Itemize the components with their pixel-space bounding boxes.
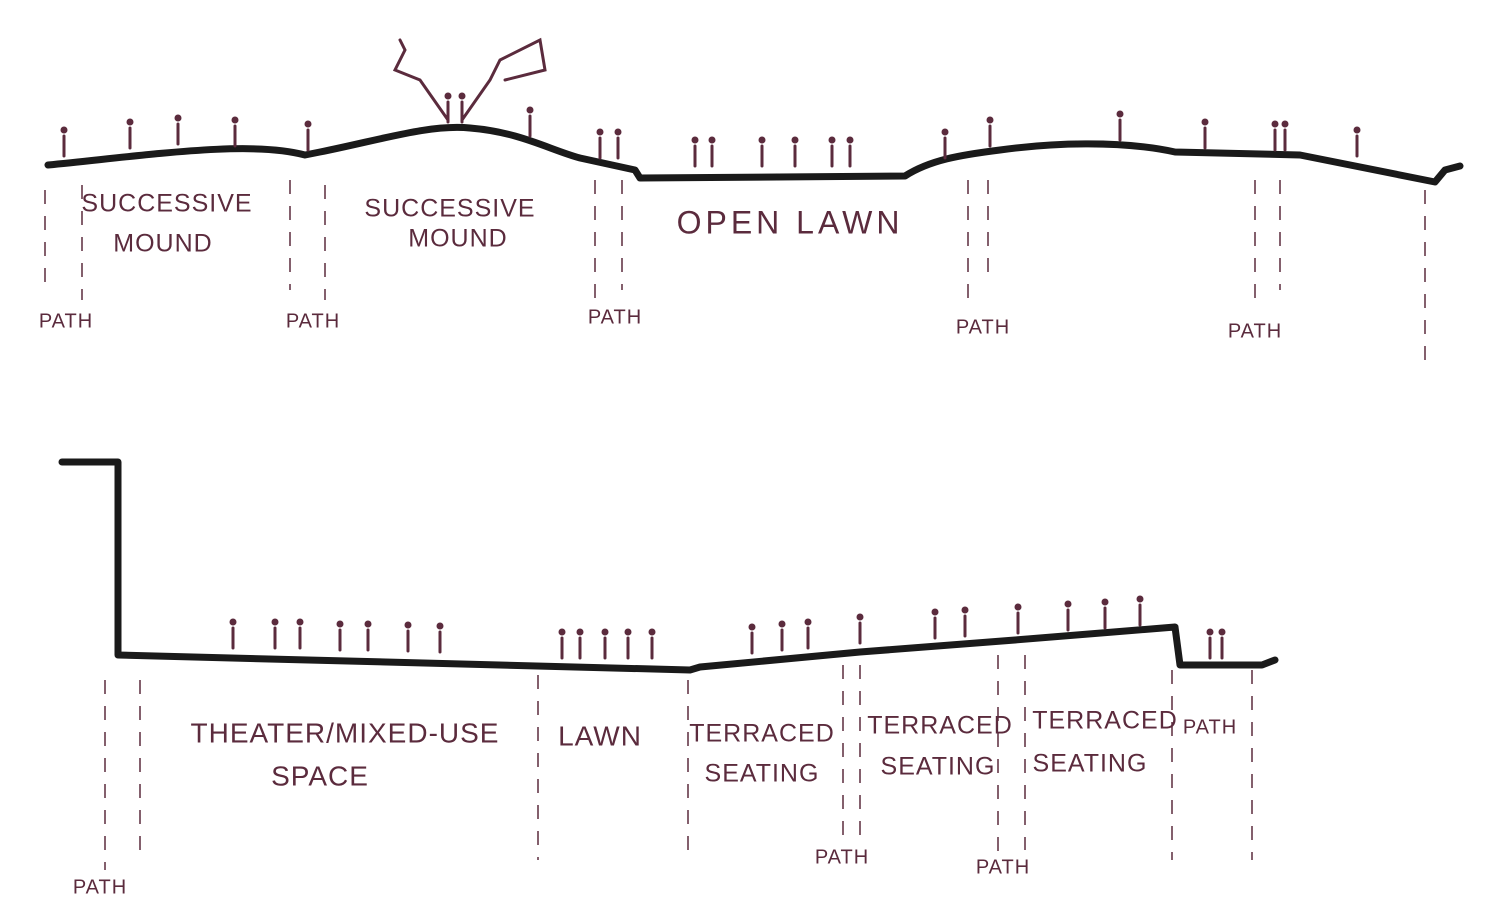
person-head xyxy=(576,628,584,636)
zone-label: TERRACED xyxy=(689,720,835,748)
person-head xyxy=(1271,120,1279,128)
person-head xyxy=(601,628,609,636)
zone-label: THEATER/MIXED-USE xyxy=(191,717,500,748)
zone-label: OPEN LAWN xyxy=(677,204,904,240)
person-head xyxy=(436,622,444,630)
zone-label: SEATING xyxy=(1033,750,1148,778)
path-label: PATH xyxy=(588,306,642,328)
person-head xyxy=(1116,110,1124,118)
person-head xyxy=(271,618,279,626)
path-label: PATH xyxy=(976,856,1030,878)
zone-label: SUCCESSIVE xyxy=(364,195,535,223)
person-head xyxy=(526,106,534,114)
person-head xyxy=(458,92,466,100)
person-head xyxy=(1136,595,1144,603)
zone-label: TERRACED xyxy=(867,712,1013,740)
zone-label: SEATING xyxy=(705,760,820,788)
path-label: PATH xyxy=(1228,320,1282,342)
person-head xyxy=(778,620,786,628)
path-label: PATH xyxy=(1183,716,1237,738)
person-head xyxy=(931,608,939,616)
person-head xyxy=(1206,628,1214,636)
path-label: PATH xyxy=(39,310,93,332)
zone-label: TERRACED xyxy=(1032,707,1178,735)
person-head xyxy=(941,128,949,136)
person-head xyxy=(986,116,994,124)
person-head xyxy=(691,136,699,144)
person-head xyxy=(1353,126,1361,134)
person-head xyxy=(364,620,372,628)
person-head xyxy=(856,613,864,621)
path-label: PATH xyxy=(956,316,1010,338)
person-head xyxy=(596,128,604,136)
person-head xyxy=(791,136,799,144)
person-head xyxy=(174,114,182,122)
ground-line xyxy=(44,123,1464,186)
zone-label: MOUND xyxy=(408,225,507,253)
person-head xyxy=(1281,120,1289,128)
person-head xyxy=(828,136,836,144)
kite xyxy=(392,37,547,122)
person-head xyxy=(231,116,239,124)
person-head xyxy=(648,628,656,636)
person-head xyxy=(804,618,812,626)
people-figures xyxy=(60,37,1361,660)
person-head xyxy=(336,620,344,628)
person-head xyxy=(708,136,716,144)
person-head xyxy=(444,92,452,100)
path-label: PATH xyxy=(73,876,127,898)
person-head xyxy=(304,120,312,128)
zone-label: SUCCESSIVE xyxy=(81,190,252,218)
person-head xyxy=(1064,600,1072,608)
person-head xyxy=(229,618,237,626)
person-head xyxy=(1201,118,1209,126)
zone-label: MOUND xyxy=(113,230,212,258)
zone-label: LAWN xyxy=(558,720,642,751)
dashed-guides xyxy=(44,180,1426,870)
person-head xyxy=(1218,628,1226,636)
path-label: PATH xyxy=(286,310,340,332)
person-head xyxy=(296,618,304,626)
person-head xyxy=(758,136,766,144)
person-head xyxy=(126,118,134,126)
person-head xyxy=(1101,598,1109,606)
person-head xyxy=(404,621,412,629)
person-head xyxy=(1014,603,1022,611)
person-head xyxy=(614,128,622,136)
ground-line xyxy=(58,458,1279,674)
person-head xyxy=(748,623,756,631)
path-label: PATH xyxy=(815,846,869,868)
person-head xyxy=(846,136,854,144)
person-head xyxy=(961,606,969,614)
person-head xyxy=(60,126,68,134)
zone-label: SEATING xyxy=(881,753,996,781)
zone-label: SPACE xyxy=(271,760,369,791)
person-head xyxy=(558,628,566,636)
person-head xyxy=(624,628,632,636)
